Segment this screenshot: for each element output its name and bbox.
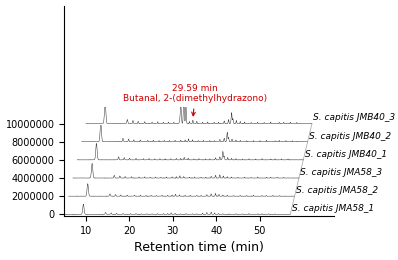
Text: S. capitis JMA58_3: S. capitis JMA58_3 bbox=[300, 168, 382, 177]
X-axis label: Retention time (min): Retention time (min) bbox=[134, 242, 264, 255]
Text: S. capitis JMA58_1: S. capitis JMA58_1 bbox=[292, 204, 374, 213]
Text: S. capitis JMA58_2: S. capitis JMA58_2 bbox=[296, 186, 378, 195]
Text: S. capitis JMB40_2: S. capitis JMB40_2 bbox=[309, 132, 391, 141]
Text: 29.59 min
Butanal, 2-(dimethylhydrazono): 29.59 min Butanal, 2-(dimethylhydrazono) bbox=[123, 84, 267, 116]
Text: S. capitis JMB40_1: S. capitis JMB40_1 bbox=[304, 150, 387, 159]
Text: S. capitis JMB40_3: S. capitis JMB40_3 bbox=[313, 113, 395, 122]
